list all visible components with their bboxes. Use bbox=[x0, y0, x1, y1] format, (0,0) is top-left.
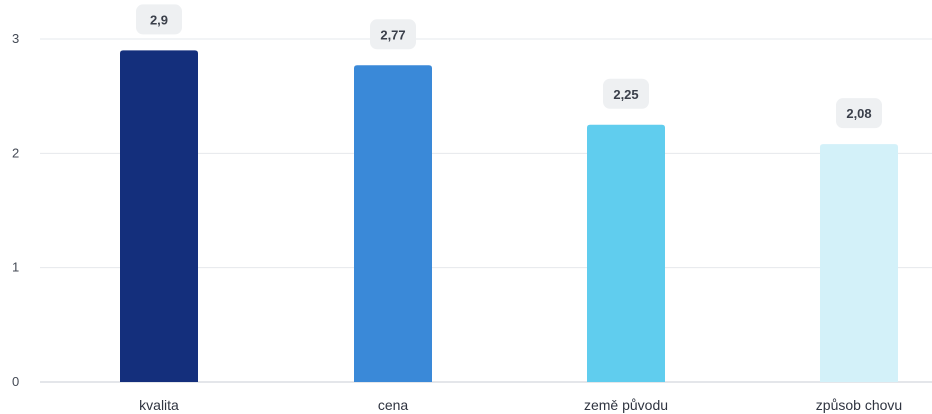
bar[interactable] bbox=[587, 124, 665, 382]
data-label: 2,77 bbox=[380, 27, 405, 42]
data-label-background bbox=[603, 78, 649, 109]
data-label-background bbox=[136, 4, 182, 35]
bar[interactable] bbox=[354, 65, 432, 383]
data-label-background bbox=[370, 19, 416, 50]
x-tick-label: cena bbox=[378, 397, 409, 413]
x-tick-label: kvalita bbox=[139, 397, 179, 413]
x-tick-label: země původu bbox=[584, 397, 668, 413]
data-label-background bbox=[836, 98, 882, 129]
data-label: 2,08 bbox=[846, 106, 871, 121]
bar[interactable] bbox=[820, 144, 898, 382]
bar[interactable] bbox=[120, 50, 198, 382]
x-tick-label: způsob chovu bbox=[816, 397, 902, 413]
data-label: 2,25 bbox=[613, 87, 638, 102]
data-label: 2,9 bbox=[150, 12, 168, 27]
y-tick-label: 1 bbox=[12, 260, 19, 275]
y-tick-label: 3 bbox=[12, 31, 19, 46]
y-tick-label: 2 bbox=[12, 145, 19, 160]
y-tick-label: 0 bbox=[12, 374, 19, 389]
